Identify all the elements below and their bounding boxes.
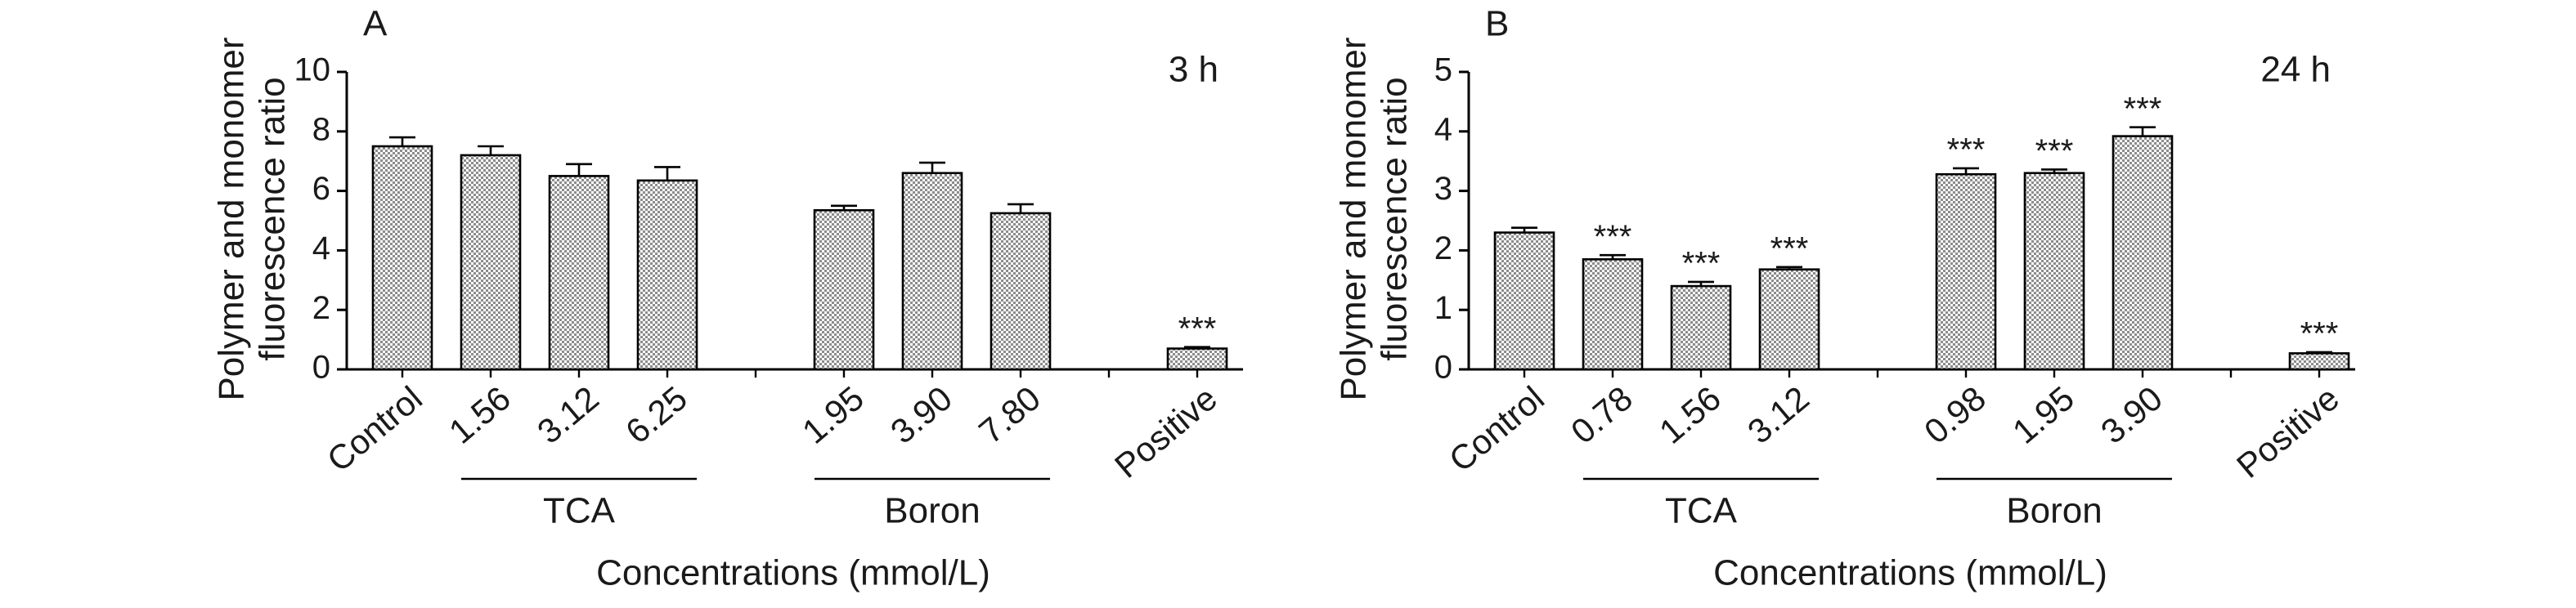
y-tick-label: 0 [312, 350, 330, 386]
y-axis-label: Polymer and monomer [212, 37, 252, 400]
y-axis-label: fluorescence ratio [253, 77, 293, 360]
x-tick-label: 3.90 [883, 378, 959, 451]
y-axis-label: fluorescence ratio [1375, 77, 1415, 360]
x-tick-label: 1.95 [2005, 378, 2081, 451]
y-tick-label: 8 [312, 111, 330, 147]
x-axis-label: Concentrations (mmol/L) [1713, 553, 2107, 593]
y-tick-label: 6 [312, 171, 330, 207]
significance: *** [2300, 315, 2339, 351]
y-tick-label: 2 [312, 290, 330, 326]
group-label: TCA [543, 491, 616, 531]
y-tick-label: 4 [312, 230, 330, 266]
significance: *** [1770, 230, 1809, 266]
bar [901, 172, 963, 371]
chart-panel: 0 2 4 6 8 10 Control 1.56 3.12 6.25 1.95 3.90 7.80 Po… [212, 4, 1243, 593]
x-tick-label: 3.12 [1740, 378, 1816, 451]
significance: *** [1947, 132, 1986, 168]
y-tick-label: 5 [1434, 52, 1452, 88]
bar [1493, 231, 1555, 371]
y-tick-label: 4 [1434, 111, 1452, 147]
x-tick-label: Positive [1107, 378, 1224, 485]
group-label: Boron [2006, 491, 2102, 531]
x-tick-label: 1.56 [442, 378, 518, 451]
significance: *** [1594, 219, 1632, 255]
bar [1166, 347, 1228, 371]
x-tick-label: Positive [2229, 378, 2346, 485]
annotation: 3 h [1169, 50, 1218, 90]
y-tick-label: 0 [1434, 350, 1452, 386]
annotation: 24 h [2260, 50, 2331, 90]
bar [990, 212, 1052, 371]
bar [2023, 172, 2085, 371]
x-tick-label: 3.90 [2094, 378, 2170, 451]
x-tick-label: 7.80 [972, 378, 1048, 451]
y-tick-label: 3 [1434, 171, 1452, 207]
bar [636, 179, 698, 371]
panel-label: B [1485, 4, 1509, 44]
y-tick-label: 10 [294, 52, 331, 88]
bar [1935, 172, 1997, 371]
chart-panel: 0 1 2 3 4 5 Control 0.78 *** 1.56 *** 3.12 *** 0.98 **… [1334, 4, 2355, 593]
group-label: TCA [1665, 491, 1738, 531]
bar [460, 154, 522, 371]
x-tick-label: 1.95 [795, 378, 871, 451]
y-tick-label: 2 [1434, 230, 1452, 266]
x-tick-label: 1.56 [1652, 378, 1728, 451]
bar [2288, 352, 2350, 371]
panel-label: A [363, 4, 388, 44]
x-tick-label: 3.12 [530, 378, 606, 451]
x-tick-label: Control [1442, 378, 1551, 479]
bar [1670, 284, 1732, 371]
bar [1758, 268, 1820, 371]
bar [813, 208, 875, 371]
significance: *** [2035, 133, 2074, 169]
x-tick-label: Control [320, 378, 429, 479]
significance: *** [1682, 246, 1721, 282]
x-tick-label: 0.98 [1917, 378, 1993, 451]
bar [548, 175, 610, 371]
bar [1582, 258, 1644, 371]
x-tick-label: 0.78 [1564, 378, 1640, 451]
significance: *** [2124, 91, 2162, 127]
y-tick-label: 1 [1434, 290, 1452, 326]
bar [371, 145, 433, 371]
significance: *** [1178, 311, 1217, 346]
x-tick-label: 6.25 [618, 378, 694, 451]
x-axis-label: Concentrations (mmol/L) [596, 553, 990, 593]
y-axis-label: Polymer and monomer [1334, 37, 1374, 400]
group-label: Boron [884, 491, 980, 531]
bar [2112, 135, 2174, 371]
